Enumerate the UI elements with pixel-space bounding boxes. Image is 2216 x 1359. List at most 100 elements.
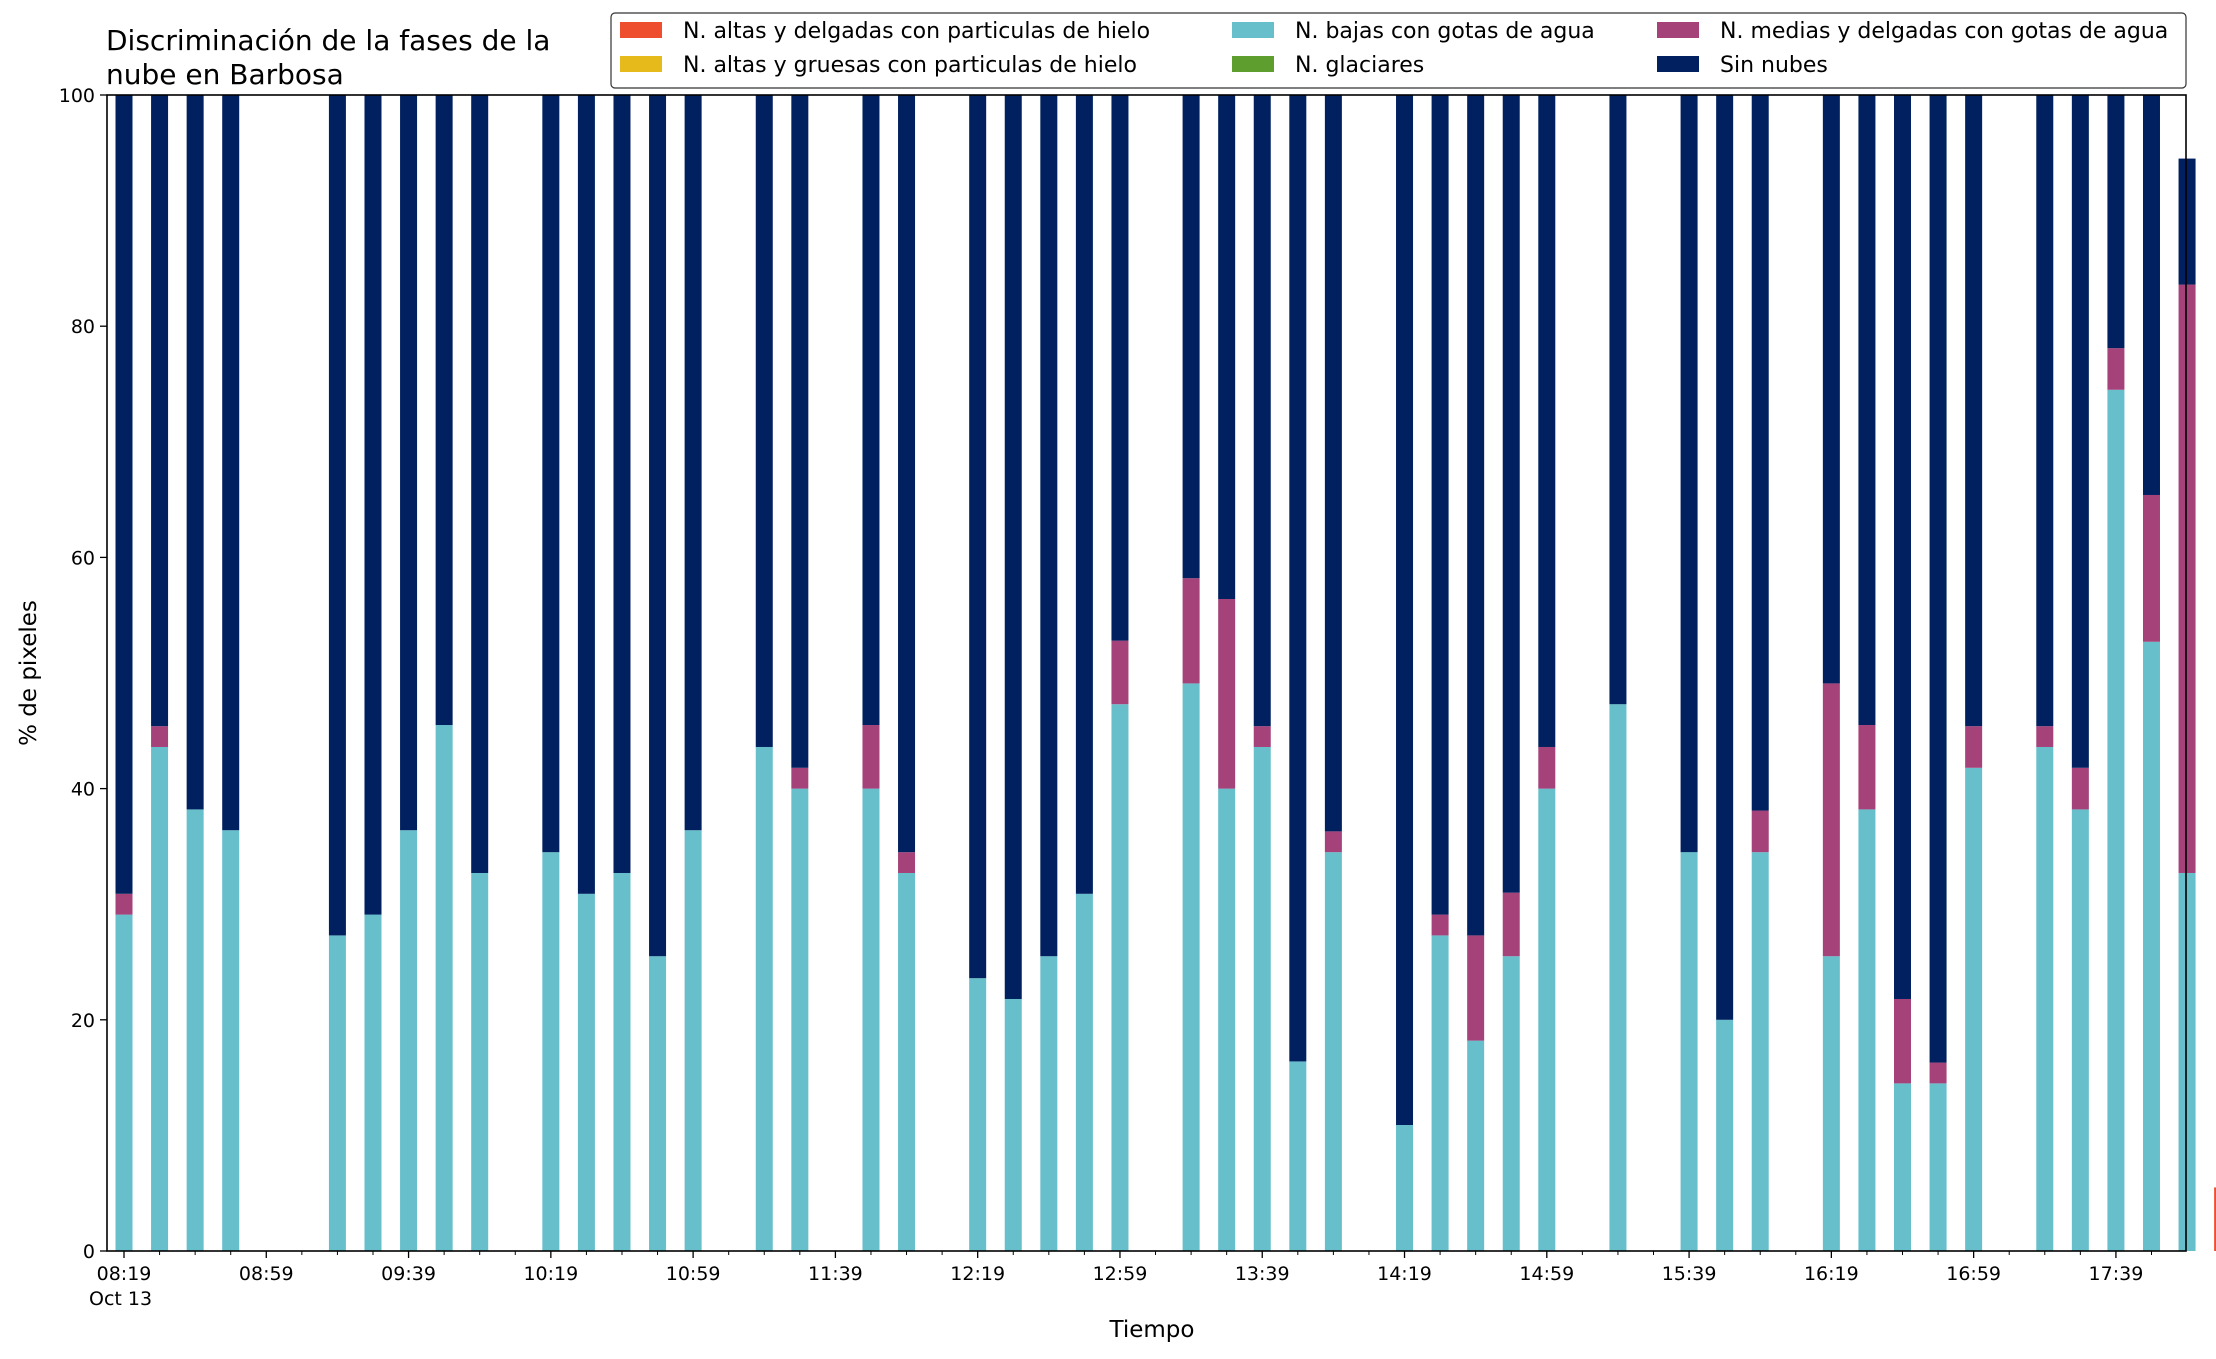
bar-segment-21-s4 xyxy=(862,725,879,789)
bar-segment-22-s4 xyxy=(898,852,915,873)
x-tick-label: 17:39 xyxy=(2089,1263,2144,1285)
y-tick-label: 80 xyxy=(71,316,95,338)
bar-segment-28-s5 xyxy=(1111,95,1128,641)
legend-label-3: N. glaciares xyxy=(1295,53,1424,78)
bar-segment-58-s2 xyxy=(2179,873,2196,1251)
x-tick-label: 13:39 xyxy=(1235,1263,1290,1285)
bar-segment-46-s4 xyxy=(1752,811,1769,853)
bar-segment-2-s2 xyxy=(187,809,204,1251)
bar-segment-31-s5 xyxy=(1218,95,1235,599)
legend-label-1: N. altas y gruesas con particulas de hie… xyxy=(683,53,1137,78)
bar-segment-55-s4 xyxy=(2072,768,2089,810)
bar-segment-3-s2 xyxy=(222,830,239,1251)
x-tick-label: 16:59 xyxy=(1946,1263,2001,1285)
bar-segment-1-s5 xyxy=(151,95,168,726)
bar-segment-44-s5 xyxy=(1681,95,1698,852)
bar-segment-55-s5 xyxy=(2072,95,2089,768)
bar-segment-37-s5 xyxy=(1432,95,1449,915)
bar-segment-22-s2 xyxy=(898,873,915,1251)
bar-segment-9-s5 xyxy=(436,95,453,725)
bar-segment-8-s2 xyxy=(400,830,417,1251)
bar-segment-50-s4 xyxy=(1894,999,1911,1083)
bar-segment-14-s5 xyxy=(613,95,630,873)
bar-segment-21-s5 xyxy=(862,95,879,725)
bar-segment-54-s2 xyxy=(2036,747,2053,1251)
legend-swatch-2 xyxy=(1232,22,1274,38)
x-tick-label: 10:19 xyxy=(523,1263,578,1285)
bar-segment-12-s5 xyxy=(542,95,559,852)
bar-segment-7-s2 xyxy=(364,915,381,1251)
x-tick-label: 08:59 xyxy=(239,1263,294,1285)
bar-segment-39-s4 xyxy=(1503,893,1520,957)
legend-label-0: N. altas y delgadas con particulas de hi… xyxy=(683,19,1150,44)
chart-title-line-1: Discriminación de la fases de la xyxy=(106,24,550,57)
x-tick-label: 14:19 xyxy=(1377,1263,1432,1285)
bar-segment-0-s4 xyxy=(116,894,133,915)
bar-segment-18-s2 xyxy=(756,747,773,1251)
bar-segment-10-s2 xyxy=(471,873,488,1251)
bar-segment-56-s2 xyxy=(2107,390,2124,1251)
bar-segment-50-s2 xyxy=(1894,1083,1911,1251)
bar-segment-44-s2 xyxy=(1681,852,1698,1251)
x-tick-label: 10:59 xyxy=(666,1263,721,1285)
bar-segment-8-s5 xyxy=(400,95,417,830)
bar-segment-40-s2 xyxy=(1538,789,1555,1251)
bar-segment-34-s4 xyxy=(1325,831,1342,852)
bar-segment-36-s5 xyxy=(1396,95,1413,1125)
bar-segment-2-s5 xyxy=(187,95,204,809)
bar-segment-16-s5 xyxy=(685,95,702,830)
bar-segment-13-s5 xyxy=(578,95,595,894)
bar-segment-24-s2 xyxy=(969,978,986,1251)
bar-segment-30-s5 xyxy=(1183,95,1200,578)
bar-segment-26-s2 xyxy=(1040,956,1057,1251)
bar-segment-45-s5 xyxy=(1716,95,1733,1020)
bar-segment-57-s4 xyxy=(2143,495,2160,642)
legend-swatch-4 xyxy=(1657,22,1699,38)
bar-segment-51-s5 xyxy=(1930,95,1947,1063)
bar-segment-0-s5 xyxy=(116,95,133,894)
bar-segment-51-s4 xyxy=(1930,1063,1947,1084)
bar-segment-6-s2 xyxy=(329,935,346,1251)
legend-swatch-5 xyxy=(1657,56,1699,72)
bar-segment-34-s5 xyxy=(1325,95,1342,831)
bar-segment-19-s5 xyxy=(791,95,808,768)
bar-segment-57-s5 xyxy=(2143,95,2160,495)
bar-segment-7-s5 xyxy=(364,95,381,915)
bar-segment-38-s4 xyxy=(1467,935,1484,1040)
chart-title-line-2: nube en Barbosa xyxy=(106,58,344,91)
bar-segment-34-s2 xyxy=(1325,852,1342,1251)
bar-segment-42-s5 xyxy=(1609,95,1626,704)
bar-segment-15-s2 xyxy=(649,956,666,1251)
y-tick-label: 100 xyxy=(59,85,95,107)
bar-segment-42-s2 xyxy=(1609,704,1626,1251)
bar-segment-22-s5 xyxy=(898,95,915,852)
bar-segment-14-s2 xyxy=(613,873,630,1251)
bar-segment-52-s5 xyxy=(1965,95,1982,726)
bar-segment-40-s5 xyxy=(1538,95,1555,747)
x-tick-label: 09:39 xyxy=(381,1263,436,1285)
bar-segment-55-s2 xyxy=(2072,809,2089,1251)
legend-swatch-3 xyxy=(1232,56,1274,72)
legend-label-5: Sin nubes xyxy=(1720,53,1828,78)
bar-segment-38-s2 xyxy=(1467,1041,1484,1251)
x-tick-label: 12:59 xyxy=(1093,1263,1148,1285)
bar-segment-39-s2 xyxy=(1503,956,1520,1251)
bar-segment-27-s2 xyxy=(1076,894,1093,1251)
bar-segment-1-s4 xyxy=(151,726,168,747)
bar-segment-12-s2 xyxy=(542,852,559,1251)
bar-segment-49-s5 xyxy=(1858,95,1875,725)
x-tick-sublabel: Oct 13 xyxy=(89,1288,152,1310)
bar-segment-49-s4 xyxy=(1858,725,1875,809)
bar-segment-9-s2 xyxy=(436,725,453,1251)
x-tick-label: 08:19 xyxy=(97,1263,152,1285)
bars-layer xyxy=(116,95,2216,1251)
bar-segment-30-s2 xyxy=(1183,683,1200,1251)
bar-segment-54-s4 xyxy=(2036,726,2053,747)
bar-segment-25-s2 xyxy=(1005,999,1022,1251)
bar-segment-49-s2 xyxy=(1858,809,1875,1251)
y-axis-label: % de pixeles xyxy=(16,600,42,746)
bar-segment-18-s5 xyxy=(756,95,773,747)
bar-segment-48-s4 xyxy=(1823,683,1840,956)
